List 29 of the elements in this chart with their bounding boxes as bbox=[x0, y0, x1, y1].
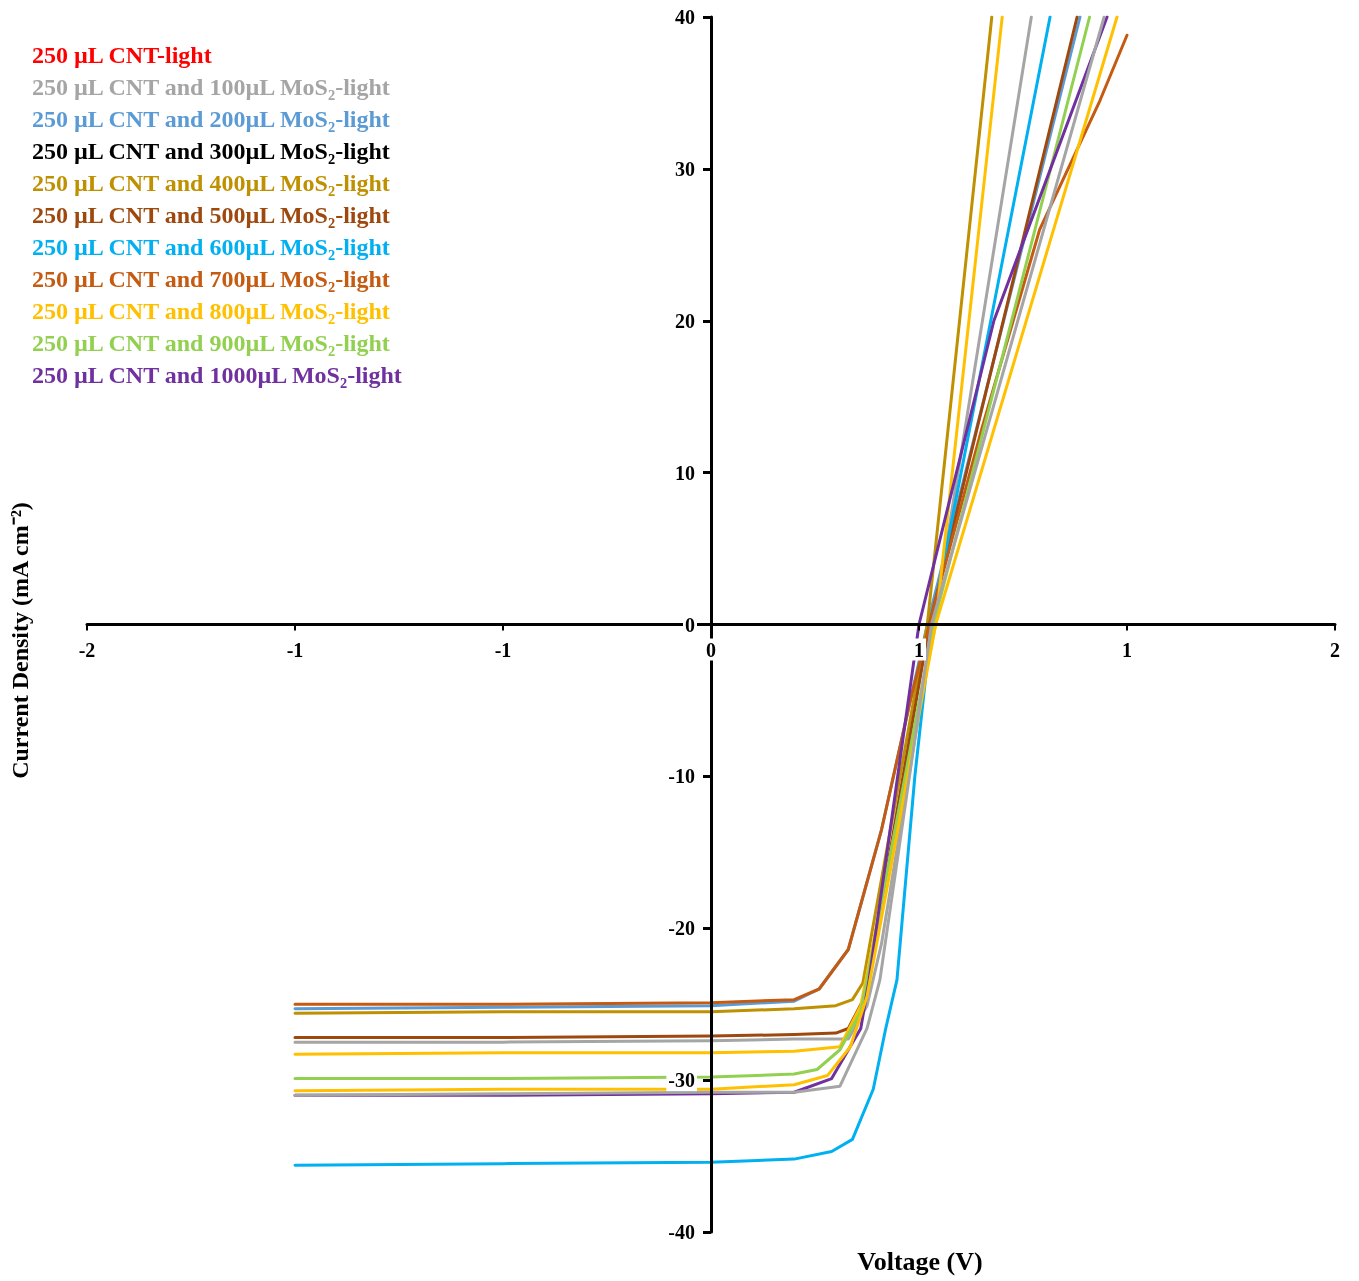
legend-label: 250 µL CNT-light bbox=[32, 42, 212, 68]
legend-label: 250 µL CNT and 300µL MoS₂-light bbox=[32, 138, 390, 164]
x-axis-title: Voltage (V) bbox=[857, 1246, 983, 1276]
y-tick-label: -20 bbox=[668, 917, 695, 940]
text: 250 µL CNT and 700µL MoS₂-light bbox=[32, 266, 390, 292]
y-tick-label: 10 bbox=[675, 461, 695, 484]
x-tick-label: 2 bbox=[1330, 638, 1340, 661]
x-tick-label: 1 bbox=[914, 638, 924, 661]
text: 250 µL CNT and 100µL MoS₂-light bbox=[32, 74, 390, 100]
x-tick-label: 0 bbox=[706, 638, 716, 661]
text: 250 µL CNT and 400µL MoS₂-light bbox=[32, 170, 390, 196]
x-tick-label: 1 bbox=[1122, 638, 1132, 661]
y-tick-label: -40 bbox=[668, 1221, 695, 1243]
y-tick-label: 20 bbox=[675, 309, 695, 332]
y-tick-label: 40 bbox=[675, 6, 695, 28]
y-tick-label: 30 bbox=[675, 157, 695, 180]
text: 250 µL CNT and 500µL MoS₂-light bbox=[32, 202, 390, 228]
text: 250 µL CNT and 600µL MoS₂-light bbox=[32, 234, 390, 260]
x-tick-label: -1 bbox=[494, 638, 512, 661]
x-tick-label: -1 bbox=[286, 638, 304, 661]
y-tick-label: 0 bbox=[685, 613, 695, 636]
y-tick-label: -30 bbox=[668, 1069, 695, 1092]
text: 250 µL CNT and 1000µL MoS₂-light bbox=[32, 362, 402, 388]
text: 250 µL CNT and 800µL MoS₂-light bbox=[32, 298, 390, 324]
text: 250 µL CNT and 200µL MoS₂-light bbox=[32, 106, 390, 132]
y-axis-title: Current Density (mA cm⁻²) bbox=[7, 502, 33, 779]
x-tick-label: -2 bbox=[78, 638, 96, 661]
y-tick-label: -10 bbox=[668, 765, 695, 788]
text: 250 µL CNT and 900µL MoS₂-light bbox=[32, 330, 390, 356]
